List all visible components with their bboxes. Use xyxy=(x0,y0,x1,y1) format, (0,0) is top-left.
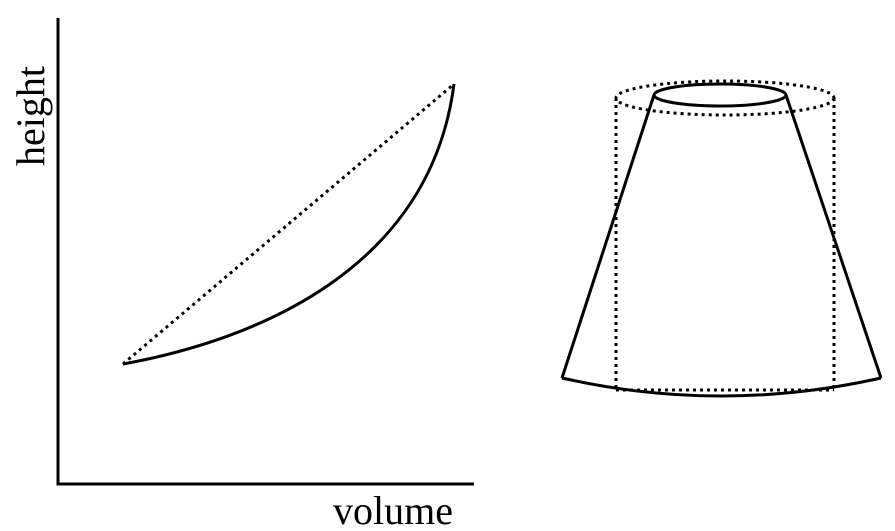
frustum-top-ellipse xyxy=(652,82,788,108)
frustum xyxy=(560,82,883,398)
frustum-left-side xyxy=(560,94,656,379)
height-volume-graph: height volume xyxy=(8,18,474,531)
y-axis-label: height xyxy=(8,66,53,166)
solid-height-curve xyxy=(122,83,456,366)
frustum-bottom-arc xyxy=(561,376,882,398)
vessel-illustration xyxy=(560,79,883,398)
dotted-linear-chord xyxy=(122,82,455,366)
dotted-cylinder xyxy=(614,79,836,392)
frustum-right-side xyxy=(784,94,883,379)
x-axis-label: volume xyxy=(333,488,453,531)
